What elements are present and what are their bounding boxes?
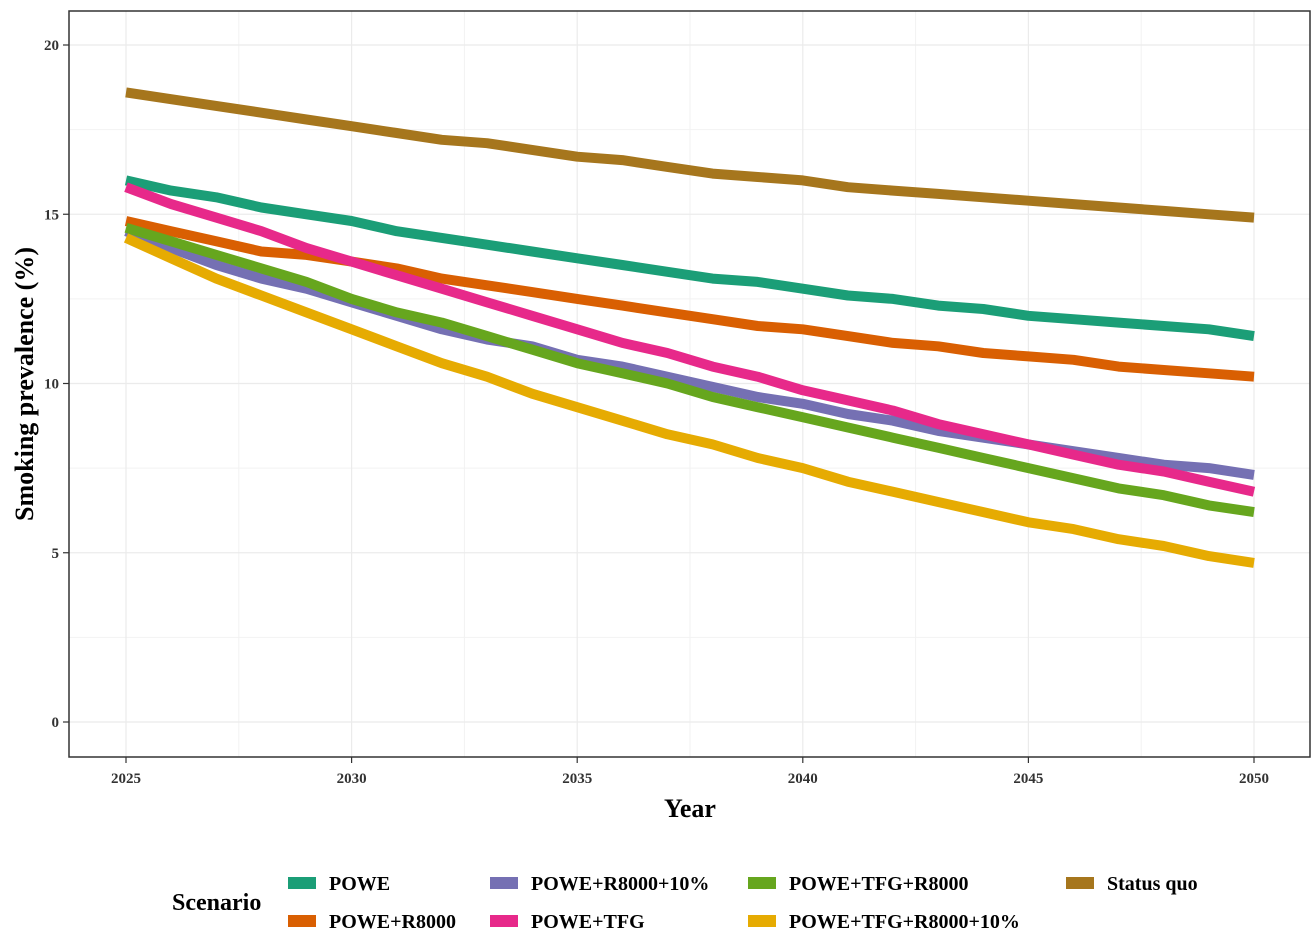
legend-swatch-powe-r8000 (288, 915, 316, 927)
x-axis-title: Year (664, 794, 716, 823)
x-tick-label: 2025 (111, 771, 141, 787)
legend-swatch-powe-r8000-10 (490, 877, 518, 889)
series-line-powe (124, 175, 1255, 342)
legend-swatch-powe-tfg-r8000 (748, 877, 776, 889)
y-tick-label: 15 (44, 207, 59, 223)
legend-label-powe-r8000: POWE+R8000 (329, 911, 456, 932)
y-tick-label: 5 (52, 546, 60, 562)
y-tick-label: 10 (44, 377, 59, 393)
series-line-powe-tfg-r8000-10 (123, 233, 1255, 568)
legend-label-powe: POWE (329, 873, 390, 895)
series-line-powe-r8000 (124, 216, 1255, 382)
legend-swatch-powe (288, 877, 316, 889)
axis-ticks: 2025 2030 2035 2040 2045 2050 0 5 10 15 20 (44, 38, 1269, 787)
x-tick-label: 2045 (1013, 771, 1043, 787)
series-line-powe-tfg-r8000 (124, 223, 1255, 518)
legend-title: Scenario (172, 890, 261, 916)
y-tick-label: 20 (44, 38, 59, 54)
y-tick-label: 0 (52, 715, 60, 731)
legend-label-powe-r8000-10: POWE+R8000+10% (531, 873, 709, 895)
y-axis-title: Smoking prevalence (%) (10, 247, 39, 521)
x-tick-label: 2030 (337, 771, 367, 787)
series-line-status-quo (125, 87, 1255, 223)
x-tick-label: 2050 (1239, 771, 1269, 787)
legend: Scenario POWE POWE+R8000 POWE+R8000+10% POW… (172, 873, 1198, 933)
legend-label-powe-tfg-r8000-10: POWE+TFG+R8000+10% (789, 911, 1020, 932)
series-lines (123, 87, 1256, 568)
legend-label-powe-tfg-r8000: POWE+TFG+R8000 (789, 873, 968, 895)
x-tick-label: 2035 (562, 771, 592, 787)
legend-swatch-powe-tfg-r8000-10 (748, 915, 776, 927)
legend-label-status-quo: Status quo (1107, 873, 1198, 895)
series-line-powe-tfg (124, 182, 1256, 497)
x-tick-label: 2040 (788, 771, 818, 787)
legend-swatch-status-quo (1066, 877, 1094, 889)
legend-label-powe-tfg: POWE+TFG (531, 911, 645, 932)
legend-swatch-powe-tfg (490, 915, 518, 927)
